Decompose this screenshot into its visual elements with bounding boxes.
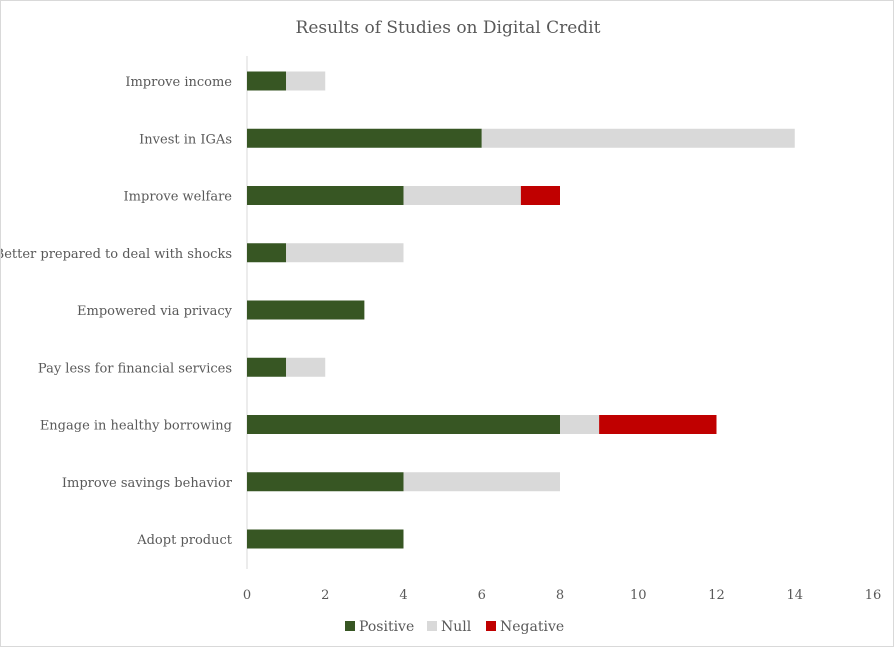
bar-negative xyxy=(520,186,560,205)
bar-null xyxy=(403,186,521,205)
x-tick-label: 0 xyxy=(243,588,251,603)
bar-positive xyxy=(247,529,404,549)
bar-positive xyxy=(247,71,287,91)
legend-label-negative: Negative xyxy=(500,619,564,635)
bar-null xyxy=(286,357,326,377)
bar-positive xyxy=(247,472,404,492)
category-label: Better prepared to deal with shocks xyxy=(1,247,232,262)
x-tick-label: 6 xyxy=(478,588,486,603)
legend: Positive Null Negative xyxy=(345,619,564,635)
legend-label-null: Null xyxy=(441,619,472,635)
category-label: Engage in healthy borrowing xyxy=(40,419,232,434)
category-label: Adopt product xyxy=(136,533,233,548)
bar-positive xyxy=(247,186,404,205)
x-tick-label: 4 xyxy=(399,588,407,603)
chart-title: Results of Studies on Digital Credit xyxy=(296,18,601,38)
bar-positive xyxy=(247,300,365,320)
x-tick-label: 14 xyxy=(786,588,803,603)
bar-null xyxy=(560,415,600,434)
legend-label-positive: Positive xyxy=(359,619,414,635)
x-tick-label: 16 xyxy=(865,588,882,603)
x-axis-ticks: 0 2 4 6 8 10 12 14 16 xyxy=(243,588,881,603)
category-label: Improve income xyxy=(125,75,232,90)
bar-null xyxy=(286,71,326,91)
x-tick-label: 12 xyxy=(708,588,725,603)
bar-negative xyxy=(599,415,717,434)
category-label: Improve welfare xyxy=(124,190,233,205)
bars xyxy=(247,71,795,549)
bar-positive xyxy=(247,128,482,148)
category-label: Improve savings behavior xyxy=(62,476,233,491)
bar-null xyxy=(481,128,795,148)
bar-positive xyxy=(247,357,287,377)
legend-swatch-null xyxy=(427,621,437,631)
x-tick-label: 8 xyxy=(556,588,564,603)
category-label: Empowered via privacy xyxy=(77,304,233,319)
category-label: Invest in IGAs xyxy=(139,132,232,147)
category-labels: Improve income Invest in IGAs Improve welf… xyxy=(0,75,233,548)
x-tick-label: 2 xyxy=(321,588,329,603)
bar-positive xyxy=(247,243,287,263)
legend-swatch-positive xyxy=(345,621,355,631)
bar-null xyxy=(403,472,560,492)
category-label: Pay less for financial services xyxy=(38,361,232,376)
legend-swatch-negative xyxy=(486,621,496,631)
x-tick-label: 10 xyxy=(630,588,647,603)
bar-positive xyxy=(247,415,560,434)
bar-null xyxy=(286,243,404,263)
